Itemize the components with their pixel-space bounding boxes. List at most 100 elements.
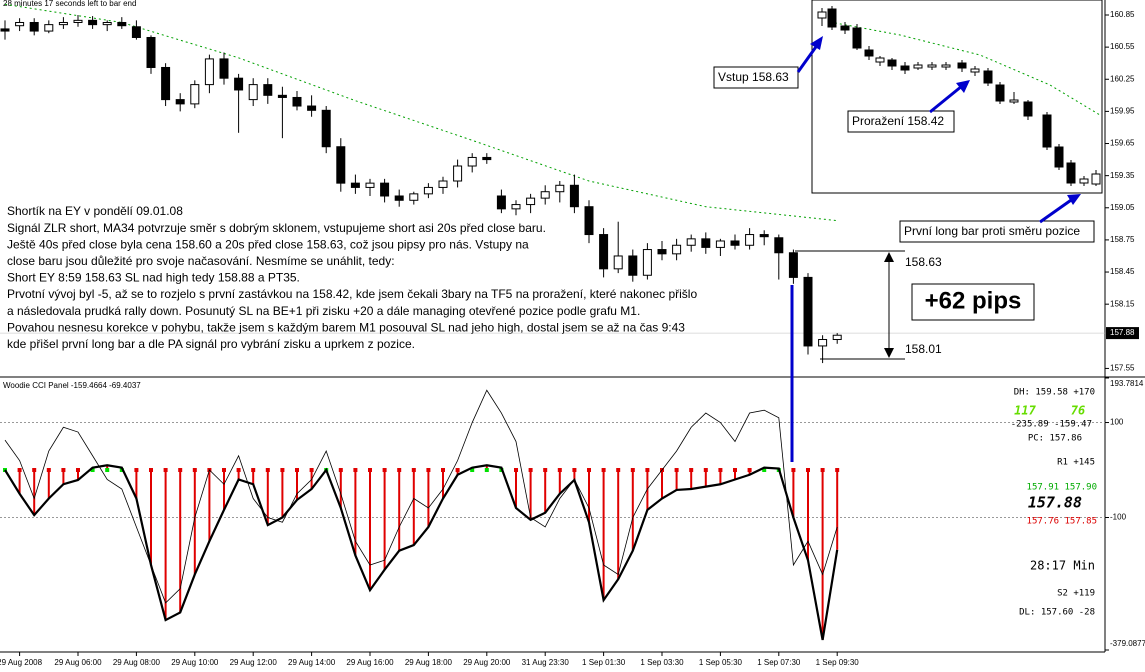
candle-body [161,66,171,101]
trend-dot [236,468,241,473]
trend-dot [689,468,694,473]
candle-body [555,184,565,193]
first-long-box [899,220,1095,243]
trend-dot [105,468,110,473]
dh: DH: 159.58 +170 [1014,388,1095,398]
trend-dot [470,468,475,473]
y-tick-label: 193.7814 [1110,379,1144,388]
cci-fast: 117 [1014,404,1036,418]
trend-dot [178,468,183,473]
trend-dot [149,468,153,473]
candle-body [423,186,433,195]
x-tick-label: 29 Aug 12:00 [230,658,278,667]
candle-body [58,21,68,26]
candle-body [759,234,769,238]
x-tick-label: 29 Aug 14:00 [288,658,336,667]
y-tick-label: 159.95 [1110,106,1135,115]
trend-dot [455,468,460,473]
candle-body [0,28,10,32]
candle-body [409,193,419,201]
candle-body [540,191,550,199]
x-tick-label: 31 Aug 23:30 [522,658,570,667]
note-line: Povahou nesnesu korekce v pohybu, takže … [7,320,685,334]
candle-body [277,94,287,98]
x-tick-label: 1 Sep 09:30 [816,658,860,667]
price-pane: 160.85 160.55 160.25 159.95 159.65 159.35 159.… [0,3,1139,667]
breakout-label: Proražení 158.42 [852,114,944,128]
pips-box [911,283,1035,321]
x-tick-label: 29 Aug 18:00 [405,658,453,667]
candle-body [438,180,448,188]
trend-dot [718,468,723,473]
trend-dot [572,468,577,473]
note-line: Short EY 8:59 158.63 SL nad high tedy 15… [7,271,300,285]
y-tick-label: 160.55 [1110,42,1135,51]
candle-body [803,276,813,347]
trend-dot [17,468,22,473]
exit-level: 158.01 [905,342,942,356]
y-tick-label: 158.15 [1110,299,1135,308]
y-tick-label: -100 [1110,513,1127,522]
x-tick-label: 29 Aug 06:00 [54,658,102,667]
y-tick-label: 157.55 [1110,364,1135,373]
timer: 28 minutes 17 seconds left to bar end [3,0,136,8]
entry-level: 158.63 [905,255,942,269]
candle-body [190,84,200,105]
candle-body [628,255,638,276]
candle-body [350,182,360,188]
candle-body [788,252,798,278]
candle-body [204,58,214,86]
y-tick-label: 159.35 [1110,171,1135,180]
candle-body [219,58,229,79]
candle-body [715,240,725,248]
y-tick-label: 158.45 [1110,267,1135,276]
trend-dot [338,468,343,473]
candle-body [380,182,390,197]
candle-body [44,24,54,32]
candle-body [146,36,156,68]
trend-dot [557,468,562,473]
trend-dot [192,468,197,473]
trend-dot [426,468,431,473]
annotation-arrowheads [810,36,1081,205]
x-tick-label: 1 Sep 03:30 [640,658,684,667]
trend-dot [820,468,825,473]
candle-body [102,21,112,26]
candle-body [672,244,682,255]
trend-dot [733,468,737,473]
candle-body [117,21,127,27]
trend-dot [835,468,840,473]
candle-body [496,195,506,210]
trend-dot [543,468,548,473]
note-line: Ještě 40s před close byla cena 158.60 a … [7,237,529,251]
trend-dot [674,468,679,473]
candle-body [263,84,273,96]
trend-dot [382,468,387,473]
entry-label: Vstup 158.63 [718,70,789,84]
current-price: 157.88 [1110,328,1135,337]
y-tick-label: 159.65 [1110,139,1135,148]
trend-dot [645,468,650,473]
cci-thin-line [4,389,838,604]
y-tick-label: 159.05 [1110,203,1135,212]
trend-dot [791,468,796,473]
candle-body [175,99,185,105]
candle-body [657,249,667,255]
candle-body [131,26,141,38]
trend-dot [32,468,37,473]
dl: DL: 157.60 -28 [1019,608,1095,618]
candle-body [774,237,784,254]
candle-body [29,21,39,32]
candle-body [569,184,579,208]
x-tick-label: 29 Aug 08:00 [113,658,161,667]
cci-slow: 76 [1071,404,1085,418]
candle-body [307,105,317,111]
trend-dot [616,468,621,473]
trend-dot [587,468,591,473]
trend-dot [280,468,285,473]
candle-body [642,249,652,276]
pips: +62 pips [925,287,1022,314]
trend-dot [222,468,226,473]
ma-line [4,3,838,222]
